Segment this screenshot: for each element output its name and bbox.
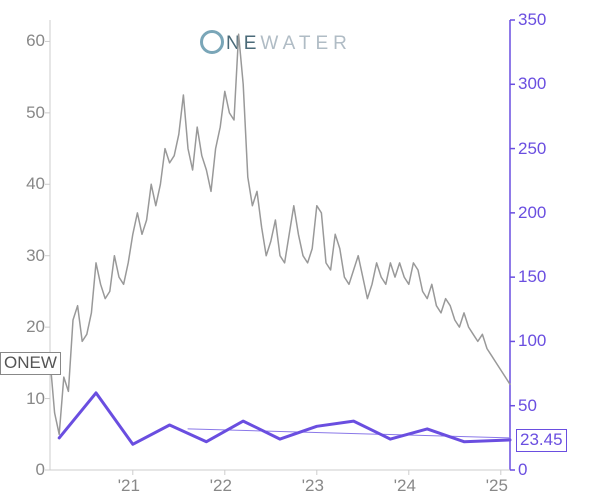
y-left-tick-label: 30 — [5, 246, 45, 266]
y-left-tick-label: 50 — [5, 103, 45, 123]
chart-svg — [0, 0, 600, 500]
y-right-tick-label: 100 — [518, 331, 568, 351]
x-axis-tick-label: '22 — [210, 476, 232, 496]
x-axis-tick-label: '25 — [486, 476, 508, 496]
y-left-tick-label: 20 — [5, 317, 45, 337]
y-right-tick-label: 300 — [518, 74, 568, 94]
y-right-tick-label: 250 — [518, 139, 568, 159]
chart-container: NEWATER 0102030405060 050100150200250300… — [0, 0, 600, 500]
y-right-tick-label: 350 — [518, 10, 568, 30]
y-right-tick-label: 50 — [518, 396, 568, 416]
y-right-tick-label: 0 — [518, 460, 568, 480]
y-right-tick-label: 150 — [518, 267, 568, 287]
price-line — [50, 34, 510, 434]
revenue-line — [59, 393, 510, 444]
y-left-tick-label: 0 — [5, 460, 45, 480]
x-axis-tick-label: '21 — [118, 476, 140, 496]
revenue-value-box: 23.45 — [516, 429, 567, 452]
revenue-value-label: 23.45 — [520, 430, 563, 449]
x-axis-tick-label: '24 — [394, 476, 416, 496]
ticker-label-box: ONEW — [0, 352, 61, 375]
y-right-tick-label: 200 — [518, 203, 568, 223]
revenue-trend-line — [188, 429, 510, 438]
ticker-label: ONEW — [4, 353, 57, 372]
y-left-tick-label: 10 — [5, 389, 45, 409]
x-axis-tick-label: '23 — [302, 476, 324, 496]
y-left-tick-label: 60 — [5, 31, 45, 51]
y-left-tick-label: 40 — [5, 174, 45, 194]
